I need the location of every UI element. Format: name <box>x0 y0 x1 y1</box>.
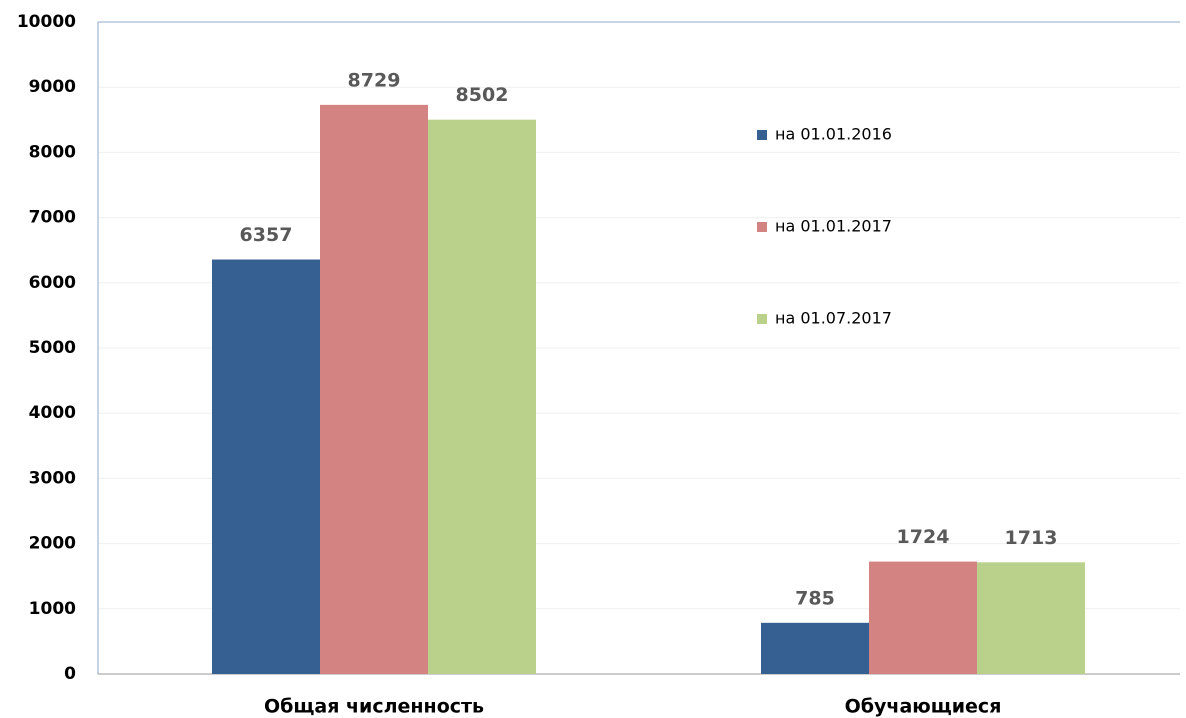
y-tick-label: 5000 <box>29 338 76 358</box>
bar <box>428 119 536 674</box>
legend-swatch <box>757 314 767 324</box>
value-label: 1713 <box>1005 527 1058 549</box>
legend-label: на 01.01.2017 <box>775 217 892 236</box>
legend-swatch <box>757 130 767 140</box>
value-label: 6357 <box>240 224 293 246</box>
bar <box>320 104 428 674</box>
value-label: 785 <box>795 587 835 609</box>
x-tick-label: Обучающиеся <box>845 696 1002 718</box>
y-tick-label: 7000 <box>29 208 76 228</box>
y-tick-label: 10000 <box>17 12 76 32</box>
value-label: 8729 <box>348 69 401 91</box>
bar <box>977 562 1085 674</box>
y-tick-label: 9000 <box>29 77 76 97</box>
y-tick-label: 2000 <box>29 534 76 554</box>
y-tick-label: 0 <box>64 664 76 684</box>
value-label: 1724 <box>897 526 950 548</box>
legend-swatch <box>757 222 767 232</box>
x-tick-label: Общая численность <box>264 696 484 718</box>
value-label: 8502 <box>456 84 509 106</box>
y-tick-label: 4000 <box>29 403 76 423</box>
y-tick-label: 8000 <box>29 142 76 162</box>
bar <box>212 259 320 674</box>
y-tick-label: 3000 <box>29 468 76 488</box>
bar <box>761 622 869 674</box>
legend-label: на 01.07.2017 <box>775 309 892 328</box>
legend-label: на 01.01.2016 <box>775 125 892 144</box>
y-tick-label: 6000 <box>29 273 76 293</box>
y-tick-label: 1000 <box>29 599 76 619</box>
bar <box>869 561 977 674</box>
